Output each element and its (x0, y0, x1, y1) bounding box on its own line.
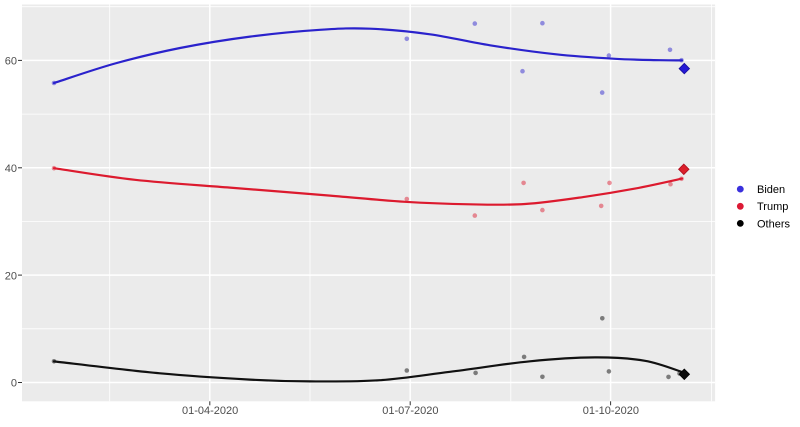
svg-text:01-10-2020: 01-10-2020 (583, 405, 639, 417)
svg-text:0: 0 (11, 378, 17, 390)
svg-text:20: 20 (5, 270, 17, 282)
svg-text:Trump: Trump (757, 201, 788, 213)
svg-text:60: 60 (5, 56, 17, 68)
svg-text:01-04-2020: 01-04-2020 (182, 405, 238, 417)
svg-text:01-07-2020: 01-07-2020 (382, 405, 438, 417)
svg-text:Biden: Biden (757, 184, 785, 196)
svg-text:40: 40 (5, 163, 17, 175)
svg-text:Others: Others (757, 218, 791, 230)
